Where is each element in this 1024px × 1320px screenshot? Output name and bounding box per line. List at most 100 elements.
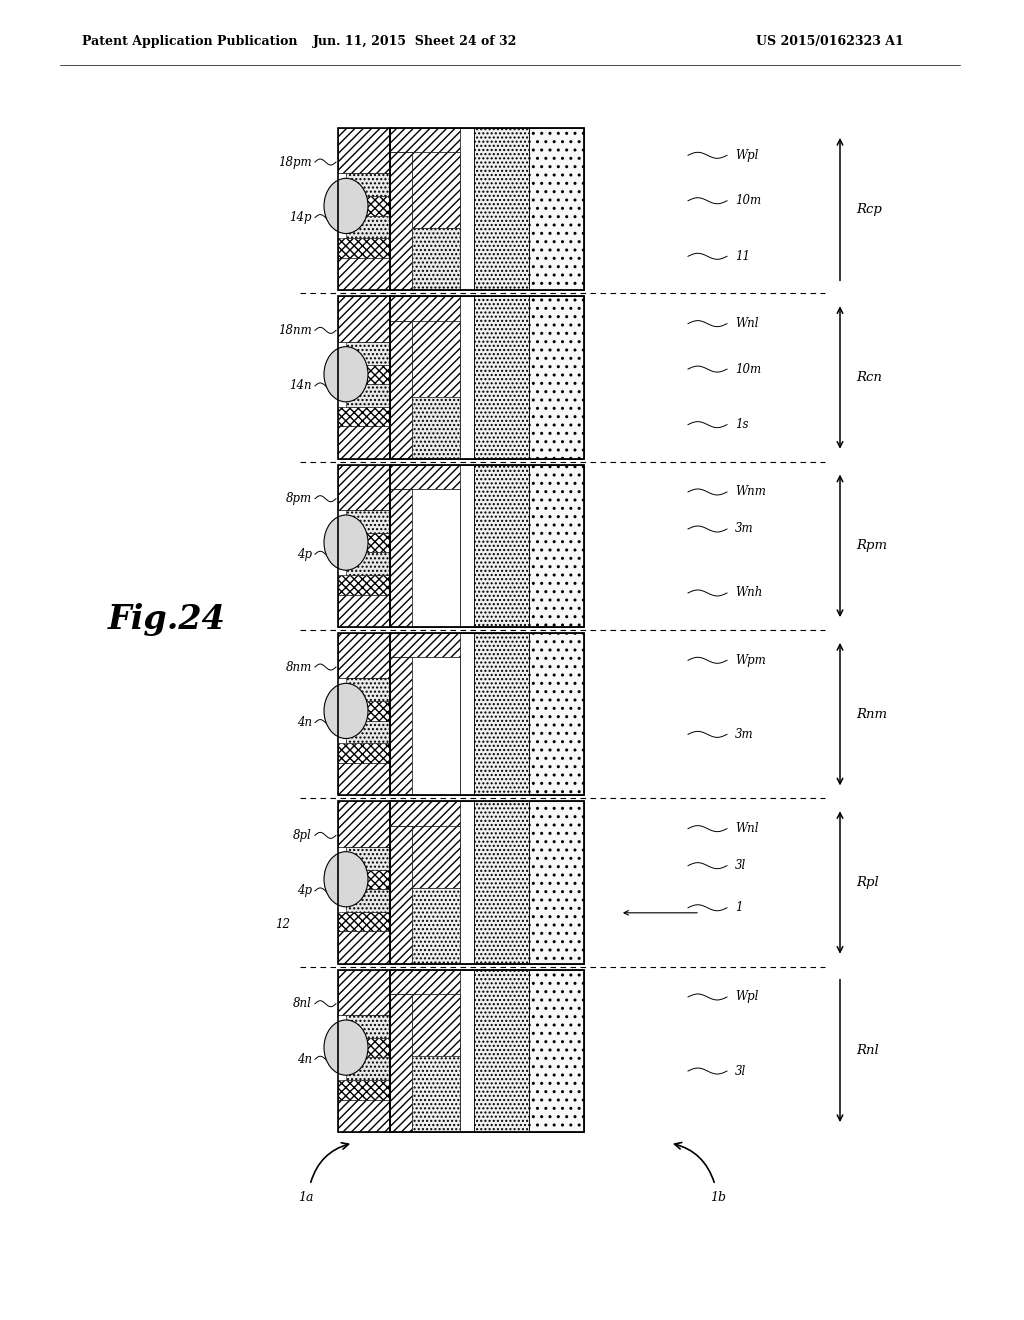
Bar bbox=[346, 721, 390, 743]
Text: Wnl: Wnl bbox=[735, 822, 759, 836]
Bar bbox=[529, 801, 584, 964]
Bar bbox=[390, 488, 412, 627]
Text: 1a: 1a bbox=[298, 1191, 313, 1204]
Bar bbox=[346, 215, 390, 239]
Text: Wpl: Wpl bbox=[735, 990, 759, 1003]
Text: Rnm: Rnm bbox=[856, 708, 887, 721]
Bar bbox=[390, 128, 584, 290]
Bar bbox=[390, 634, 474, 657]
Bar bbox=[338, 128, 390, 290]
Bar bbox=[346, 197, 390, 215]
Ellipse shape bbox=[324, 851, 368, 907]
Bar bbox=[460, 128, 474, 290]
Bar bbox=[390, 296, 474, 321]
Text: US 2015/0162323 A1: US 2015/0162323 A1 bbox=[756, 36, 904, 49]
Bar bbox=[338, 912, 390, 931]
Text: 4p: 4p bbox=[297, 548, 312, 561]
Bar bbox=[390, 296, 584, 458]
Bar bbox=[390, 465, 584, 627]
Bar bbox=[390, 152, 412, 290]
Bar bbox=[338, 970, 390, 1133]
Text: Rpl: Rpl bbox=[856, 876, 879, 888]
Bar bbox=[474, 634, 529, 796]
Bar bbox=[460, 970, 474, 1133]
Bar bbox=[338, 634, 390, 678]
Bar bbox=[474, 128, 529, 290]
Text: Rcn: Rcn bbox=[856, 371, 882, 384]
Bar bbox=[338, 1080, 390, 1100]
Bar bbox=[338, 801, 390, 964]
Text: Rcp: Rcp bbox=[856, 203, 882, 215]
Bar bbox=[529, 634, 584, 796]
Bar bbox=[412, 826, 460, 888]
Ellipse shape bbox=[324, 684, 368, 738]
Bar bbox=[412, 1056, 460, 1133]
Text: 8nl: 8nl bbox=[293, 997, 312, 1010]
Bar bbox=[338, 426, 390, 458]
Bar bbox=[338, 407, 390, 426]
Bar bbox=[346, 533, 390, 552]
Bar bbox=[460, 296, 474, 458]
Text: 4n: 4n bbox=[297, 1053, 312, 1065]
Bar bbox=[338, 634, 390, 796]
Text: 10m: 10m bbox=[735, 194, 761, 207]
Bar bbox=[346, 1057, 390, 1080]
Text: Patent Application Publication: Patent Application Publication bbox=[82, 36, 298, 49]
Text: 1b: 1b bbox=[710, 1191, 726, 1204]
Bar bbox=[346, 701, 390, 721]
Bar bbox=[338, 296, 390, 458]
Bar bbox=[474, 970, 529, 1133]
Text: 10m: 10m bbox=[735, 363, 761, 376]
Text: 3l: 3l bbox=[735, 1064, 746, 1077]
Bar bbox=[346, 510, 390, 533]
Bar bbox=[346, 1038, 390, 1057]
Text: 14p: 14p bbox=[290, 211, 312, 224]
Text: 1s: 1s bbox=[735, 418, 749, 432]
Bar bbox=[412, 228, 460, 290]
Text: Jun. 11, 2015  Sheet 24 of 32: Jun. 11, 2015 Sheet 24 of 32 bbox=[312, 36, 517, 49]
Text: 3m: 3m bbox=[735, 523, 754, 536]
Bar bbox=[338, 128, 390, 173]
Bar bbox=[346, 342, 390, 364]
Bar bbox=[346, 552, 390, 576]
Text: 11: 11 bbox=[735, 249, 750, 263]
Bar bbox=[412, 488, 460, 627]
Bar bbox=[346, 847, 390, 870]
Bar bbox=[412, 888, 460, 964]
Bar bbox=[412, 396, 460, 458]
Bar bbox=[474, 801, 529, 964]
Bar bbox=[338, 296, 390, 342]
Bar bbox=[529, 128, 584, 290]
Text: 1: 1 bbox=[735, 902, 742, 915]
Bar bbox=[412, 994, 460, 1056]
Bar bbox=[338, 931, 390, 964]
Bar bbox=[338, 239, 390, 257]
Bar bbox=[390, 994, 412, 1133]
Bar bbox=[338, 801, 390, 847]
Ellipse shape bbox=[324, 178, 368, 234]
Ellipse shape bbox=[324, 347, 368, 401]
Text: 14n: 14n bbox=[290, 379, 312, 392]
Bar bbox=[460, 801, 474, 964]
Bar bbox=[412, 321, 460, 396]
Bar bbox=[460, 634, 474, 796]
Text: 8nm: 8nm bbox=[286, 660, 312, 673]
Text: Wpl: Wpl bbox=[735, 149, 759, 162]
Bar bbox=[390, 465, 474, 488]
Bar bbox=[338, 576, 390, 594]
Bar bbox=[346, 870, 390, 888]
Text: Wnl: Wnl bbox=[735, 317, 759, 330]
Bar bbox=[390, 128, 474, 152]
Text: 3m: 3m bbox=[735, 727, 754, 741]
Bar bbox=[412, 152, 460, 228]
Text: Fig.24: Fig.24 bbox=[108, 603, 226, 636]
Bar bbox=[346, 888, 390, 912]
Bar bbox=[390, 970, 474, 994]
Bar bbox=[390, 801, 584, 964]
Ellipse shape bbox=[324, 515, 368, 570]
Text: Rpm: Rpm bbox=[856, 540, 887, 552]
Bar bbox=[338, 465, 390, 627]
Text: 4n: 4n bbox=[297, 715, 312, 729]
Bar bbox=[474, 465, 529, 627]
Bar bbox=[338, 763, 390, 796]
